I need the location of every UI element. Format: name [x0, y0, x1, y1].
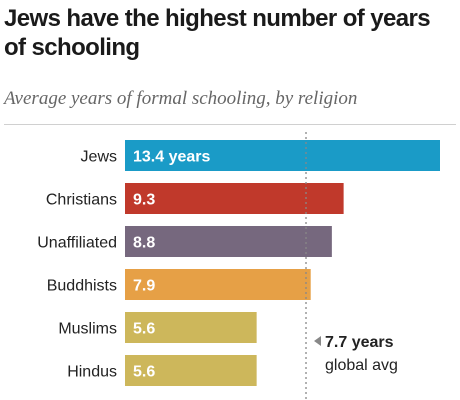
bar-unaffiliated [125, 226, 332, 257]
category-label-hindus: Hindus [67, 364, 117, 381]
value-label-jews: 13.4 years [133, 149, 211, 166]
global-average-marker [314, 336, 322, 346]
value-label-muslims: 5.6 [133, 321, 155, 338]
category-label-jews: Jews [81, 149, 117, 166]
bar-jews [125, 140, 440, 171]
chart-title: Jews have the highest number of years of… [4, 5, 431, 61]
category-label-muslims: Muslims [58, 321, 117, 338]
value-label-buddhists: 7.9 [133, 278, 155, 295]
bar-buddhists [125, 269, 311, 300]
global-average-value-label: 7.7 years [325, 334, 394, 351]
bar-hindus [125, 355, 257, 386]
subtitle-divider [4, 124, 456, 125]
category-label-buddhists: Buddhists [47, 278, 117, 295]
chart-subtitle: Average years of formal schooling, by re… [4, 88, 358, 109]
category-label-unaffiliated: Unaffiliated [37, 235, 117, 252]
value-label-unaffiliated: 8.8 [133, 235, 155, 252]
category-label-christians: Christians [46, 192, 117, 209]
value-label-christians: 9.3 [133, 192, 155, 209]
bar-christians [125, 183, 344, 214]
value-label-hindus: 5.6 [133, 364, 155, 381]
bar-muslims [125, 312, 257, 343]
global-average-text-label: global avg [325, 357, 398, 374]
